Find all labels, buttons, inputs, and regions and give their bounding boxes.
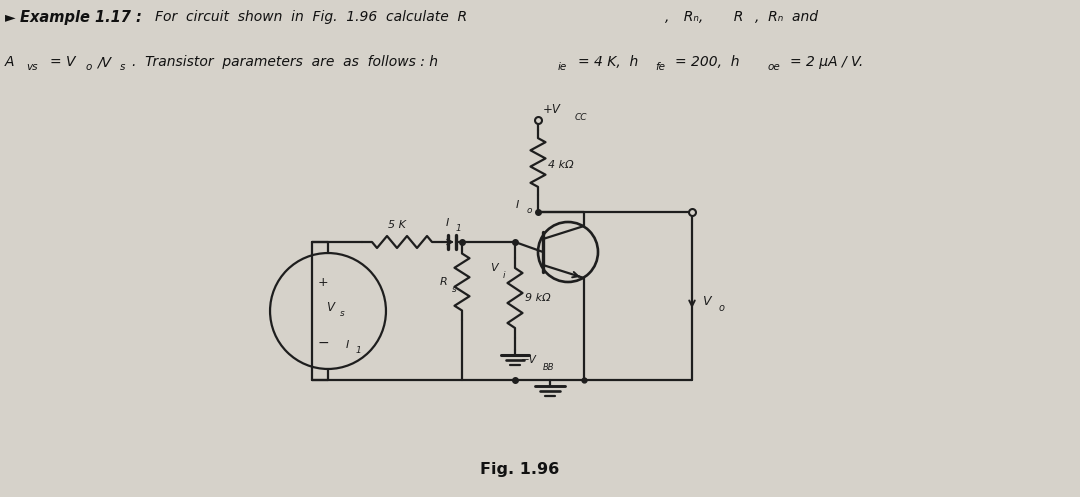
Text: s: s <box>339 309 345 318</box>
Text: s: s <box>453 284 457 294</box>
Text: i: i <box>503 270 505 279</box>
Text: ie: ie <box>558 62 567 72</box>
Text: Rₙ,: Rₙ, <box>675 10 703 24</box>
Text: −: − <box>318 336 328 350</box>
Text: o: o <box>719 303 725 313</box>
Text: 4 kΩ: 4 kΩ <box>548 160 573 169</box>
Text: ►: ► <box>5 10 15 24</box>
Text: o: o <box>527 205 532 215</box>
Text: s: s <box>120 62 125 72</box>
Text: R: R <box>440 277 448 287</box>
Text: CC: CC <box>575 113 588 122</box>
Text: +V: +V <box>543 103 561 116</box>
Text: I: I <box>346 340 349 350</box>
Text: V: V <box>326 301 334 314</box>
Text: 1: 1 <box>456 224 462 233</box>
Text: vs: vs <box>26 62 38 72</box>
Text: = 2 μA / V.: = 2 μA / V. <box>789 55 863 69</box>
Text: .  Transistor  parameters  are  as  follows : h: . Transistor parameters are as follows :… <box>132 55 438 69</box>
Text: 9 kΩ: 9 kΩ <box>525 293 551 303</box>
Text: For  circuit  shown  in  Fig.  1.96  calculate  R: For circuit shown in Fig. 1.96 calculate… <box>156 10 468 24</box>
Text: −V: −V <box>521 355 537 365</box>
Text: R: R <box>725 10 743 24</box>
Text: +: + <box>318 275 328 289</box>
Text: o: o <box>86 62 93 72</box>
Text: BB: BB <box>543 362 554 371</box>
Text: A: A <box>5 55 14 69</box>
Text: V: V <box>702 295 711 308</box>
Text: = 4 K,  h: = 4 K, h <box>578 55 638 69</box>
Text: Fig. 1.96: Fig. 1.96 <box>481 462 559 477</box>
Text: 1: 1 <box>356 346 362 355</box>
Text: 5 K: 5 K <box>388 220 406 230</box>
Text: = 200,  h: = 200, h <box>675 55 740 69</box>
Text: I: I <box>446 218 449 228</box>
Text: /V: /V <box>97 55 111 69</box>
Text: Example 1.17 :: Example 1.17 : <box>21 10 141 25</box>
Text: fe: fe <box>654 62 665 72</box>
Text: oe: oe <box>768 62 781 72</box>
Text: = V: = V <box>50 55 76 69</box>
Text: V: V <box>490 263 498 273</box>
Text: I: I <box>516 200 519 210</box>
Text: ,: , <box>665 10 670 24</box>
Text: ,  Rₙ  and: , Rₙ and <box>755 10 818 24</box>
